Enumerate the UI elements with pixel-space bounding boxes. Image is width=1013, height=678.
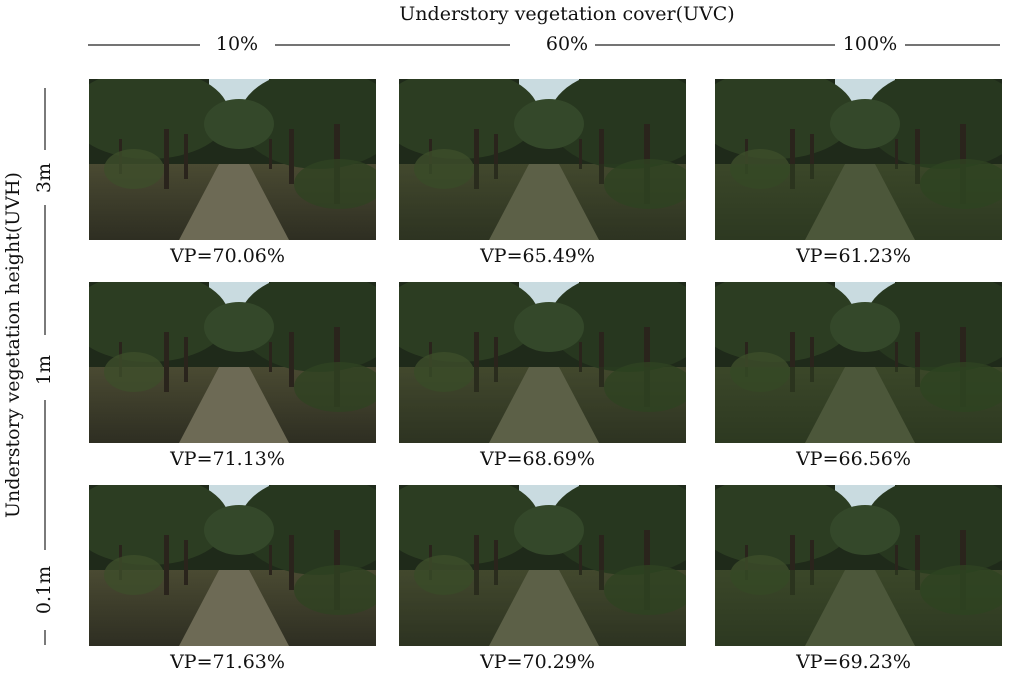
- vp-label: VP=68.69%: [479, 448, 595, 470]
- vp-label: VP=61.23%: [795, 245, 911, 267]
- column-label: 100%: [843, 33, 897, 55]
- column-axis-title: Understory vegetation cover(UVC): [399, 3, 734, 25]
- vp-label: VP=70.06%: [169, 245, 285, 267]
- vegetation-overlay: [399, 570, 686, 646]
- scene-image: [89, 282, 376, 443]
- column-label: 10%: [216, 33, 258, 55]
- vegetation-overlay: [399, 367, 686, 443]
- vp-label: VP=69.23%: [795, 651, 911, 673]
- row-label: 0.1m: [33, 566, 55, 614]
- vegetation-overlay: [399, 164, 686, 240]
- scene-image: [89, 485, 376, 646]
- column-label: 60%: [546, 33, 588, 55]
- vp-label: VP=66.56%: [795, 448, 911, 470]
- vp-label: VP=71.13%: [169, 448, 285, 470]
- vp-label: VP=71.63%: [169, 651, 285, 673]
- scene-image: [89, 79, 376, 240]
- vp-label: VP=65.49%: [479, 245, 595, 267]
- vegetation-overlay: [715, 570, 1002, 646]
- vegetation-overlay: [715, 367, 1002, 443]
- vegetation-overlay: [715, 164, 1002, 240]
- row-axis-title: Understory vegetation height(UVH): [2, 172, 24, 518]
- row-label: 3m: [33, 163, 55, 193]
- row-label: 1m: [33, 355, 55, 385]
- vp-label: VP=70.29%: [479, 651, 595, 673]
